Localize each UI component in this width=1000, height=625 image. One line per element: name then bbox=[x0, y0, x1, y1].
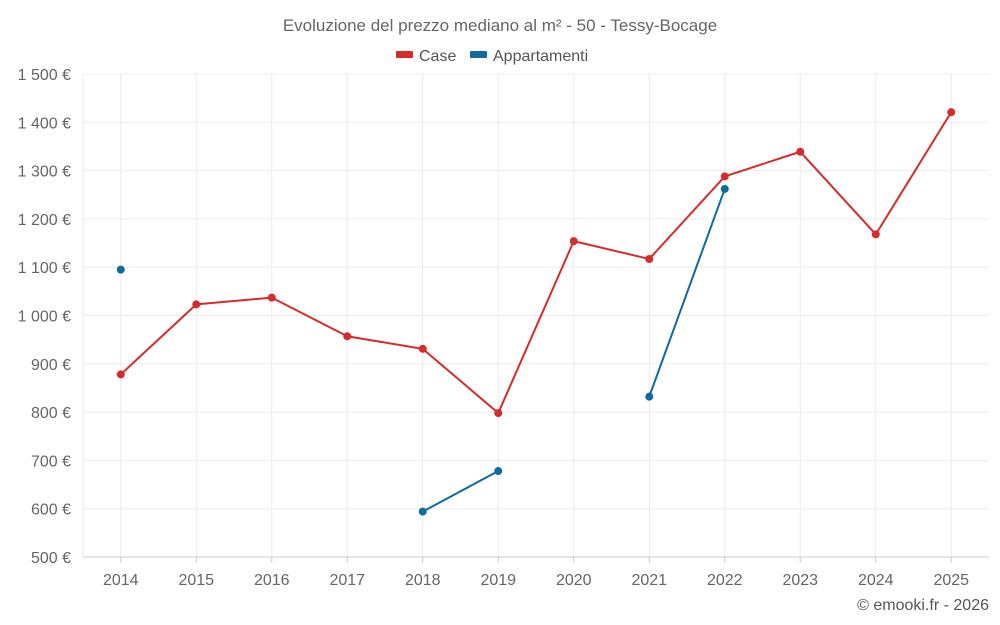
x-tick-label: 2019 bbox=[480, 572, 516, 589]
legend-swatch-appartamenti bbox=[470, 51, 487, 58]
data-point-appartamenti bbox=[494, 467, 503, 476]
axes: 500 € 600 € 700 € 800 € 900 € 1 000 € 1 100 € 1… bbox=[18, 67, 989, 589]
y-tick-label: 600 € bbox=[31, 502, 71, 519]
x-tick-label: 2025 bbox=[933, 572, 969, 589]
data-point-case bbox=[192, 300, 201, 309]
data-point-case bbox=[645, 254, 654, 263]
data-point-case bbox=[871, 230, 880, 239]
x-tick-label: 2023 bbox=[782, 572, 818, 589]
x-tick-label: 2015 bbox=[178, 572, 214, 589]
x-tick-label: 2022 bbox=[707, 572, 743, 589]
grid bbox=[82, 73, 989, 557]
y-tick-label: 1 100 € bbox=[18, 260, 71, 277]
x-tick-label: 2018 bbox=[405, 572, 441, 589]
y-tick-label: 700 € bbox=[31, 453, 71, 470]
data-point-case bbox=[494, 409, 503, 418]
data-point-case bbox=[343, 332, 352, 341]
data-point-case bbox=[569, 237, 578, 246]
series-line-appartamenti bbox=[422, 470, 499, 513]
data-point-appartamenti bbox=[645, 392, 654, 401]
series bbox=[116, 108, 956, 516]
data-point-appartamenti bbox=[418, 507, 427, 516]
y-tick-label: 1 200 € bbox=[18, 212, 71, 229]
x-tick-label: 2014 bbox=[103, 572, 139, 589]
legend-item-case[interactable]: Case bbox=[396, 48, 456, 65]
y-tick-label: 1 000 € bbox=[18, 309, 71, 326]
legend-swatch-case bbox=[396, 51, 413, 58]
data-point-case bbox=[947, 108, 956, 117]
x-tick-label: 2021 bbox=[631, 572, 667, 589]
x-tick-label: 2024 bbox=[858, 572, 894, 589]
data-point-case bbox=[418, 344, 427, 353]
data-point-case bbox=[796, 147, 805, 156]
credit: © emooki.fr - 2026 bbox=[857, 597, 989, 614]
chart-title: Evoluzione del prezzo mediano al m² - 50… bbox=[283, 16, 717, 35]
legend-item-appartamenti[interactable]: Appartamenti bbox=[470, 48, 588, 65]
y-tick-label: 1 500 € bbox=[18, 67, 71, 84]
series-line-appartamenti bbox=[648, 188, 726, 397]
series-line-case bbox=[120, 111, 953, 415]
legend-label-appartamenti: Appartamenti bbox=[493, 48, 588, 65]
data-point-appartamenti bbox=[720, 184, 729, 193]
y-tick-label: 500 € bbox=[31, 550, 71, 567]
data-point-case bbox=[116, 370, 125, 379]
y-tick-label: 1 400 € bbox=[18, 115, 71, 132]
y-tick-label: 800 € bbox=[31, 405, 71, 422]
legend-label-case: Case bbox=[419, 48, 456, 65]
data-point-appartamenti bbox=[116, 265, 125, 274]
y-tick-label: 1 300 € bbox=[18, 164, 71, 181]
data-point-case bbox=[720, 172, 729, 181]
x-tick-label: 2017 bbox=[329, 572, 365, 589]
legend: Case Appartamenti bbox=[396, 48, 588, 65]
x-tick-label: 2016 bbox=[254, 572, 290, 589]
x-tick-label: 2020 bbox=[556, 572, 592, 589]
data-point-case bbox=[267, 293, 276, 302]
y-tick-label: 900 € bbox=[31, 357, 71, 374]
